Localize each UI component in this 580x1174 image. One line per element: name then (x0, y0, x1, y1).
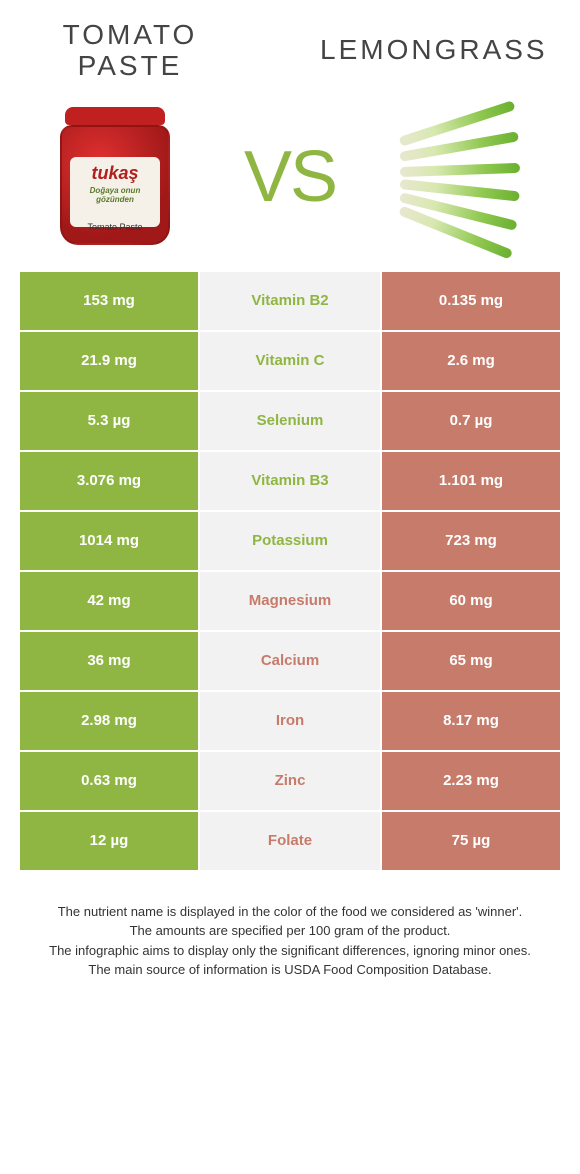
table-row: 12 µgFolate75 µg (20, 812, 560, 870)
lemongrass-icon (390, 117, 540, 237)
cell-right-value: 0.7 µg (382, 392, 560, 450)
nutrient-table: 153 mgVitamin B20.135 mg21.9 mgVitamin C… (20, 272, 560, 870)
cell-right-value: 0.135 mg (382, 272, 560, 330)
cell-nutrient-name: Vitamin B3 (200, 452, 380, 510)
vs-label: VS (244, 136, 336, 218)
cell-left-value: 12 µg (20, 812, 198, 870)
footer-line4: The main source of information is USDA F… (30, 960, 550, 980)
jar-brand: tukaş (70, 163, 160, 184)
cell-right-value: 2.6 mg (382, 332, 560, 390)
jar-icon: tukaş Doğaya onun gözünden Tomato Paste (60, 107, 170, 247)
cell-nutrient-name: Vitamin B2 (200, 272, 380, 330)
cell-nutrient-name: Magnesium (200, 572, 380, 630)
footer-line2: The amounts are specified per 100 gram o… (30, 921, 550, 941)
header: TOMATO PASTE LEMONGRASS (0, 0, 580, 92)
cell-nutrient-name: Calcium (200, 632, 380, 690)
cell-right-value: 75 µg (382, 812, 560, 870)
cell-nutrient-name: Potassium (200, 512, 380, 570)
cell-right-value: 8.17 mg (382, 692, 560, 750)
tomato-paste-image: tukaş Doğaya onun gözünden Tomato Paste (40, 102, 190, 252)
cell-left-value: 3.076 mg (20, 452, 198, 510)
cell-left-value: 5.3 µg (20, 392, 198, 450)
table-row: 21.9 mgVitamin C2.6 mg (20, 332, 560, 390)
cell-left-value: 1014 mg (20, 512, 198, 570)
lemongrass-image (390, 102, 540, 252)
cell-right-value: 723 mg (382, 512, 560, 570)
table-row: 2.98 mgIron8.17 mg (20, 692, 560, 750)
cell-right-value: 1.101 mg (382, 452, 560, 510)
cell-right-value: 65 mg (382, 632, 560, 690)
title-right: LEMONGRASS (320, 35, 540, 66)
jar-product: Tomato Paste (70, 222, 160, 232)
jar-tagline: Doğaya onun gözünden (70, 186, 160, 204)
cell-nutrient-name: Selenium (200, 392, 380, 450)
cell-left-value: 0.63 mg (20, 752, 198, 810)
table-row: 0.63 mgZinc2.23 mg (20, 752, 560, 810)
cell-right-value: 60 mg (382, 572, 560, 630)
title-left-line1: TOMATO (63, 19, 198, 50)
lemongrass-stalk (400, 162, 520, 176)
footer-notes: The nutrient name is displayed in the co… (0, 872, 580, 990)
table-row: 5.3 µgSelenium0.7 µg (20, 392, 560, 450)
table-row: 3.076 mgVitamin B31.101 mg (20, 452, 560, 510)
footer-line1: The nutrient name is displayed in the co… (30, 902, 550, 922)
table-row: 153 mgVitamin B20.135 mg (20, 272, 560, 330)
cell-left-value: 21.9 mg (20, 332, 198, 390)
table-row: 1014 mgPotassium723 mg (20, 512, 560, 570)
cell-nutrient-name: Folate (200, 812, 380, 870)
cell-right-value: 2.23 mg (382, 752, 560, 810)
cell-nutrient-name: Vitamin C (200, 332, 380, 390)
cell-left-value: 36 mg (20, 632, 198, 690)
title-left-line2: PASTE (78, 50, 183, 81)
table-row: 36 mgCalcium65 mg (20, 632, 560, 690)
table-row: 42 mgMagnesium60 mg (20, 572, 560, 630)
images-row: tukaş Doğaya onun gözünden Tomato Paste … (0, 92, 580, 272)
title-left: TOMATO PASTE (40, 20, 220, 82)
cell-nutrient-name: Zinc (200, 752, 380, 810)
cell-left-value: 42 mg (20, 572, 198, 630)
cell-left-value: 2.98 mg (20, 692, 198, 750)
cell-nutrient-name: Iron (200, 692, 380, 750)
footer-line3: The infographic aims to display only the… (30, 941, 550, 961)
cell-left-value: 153 mg (20, 272, 198, 330)
